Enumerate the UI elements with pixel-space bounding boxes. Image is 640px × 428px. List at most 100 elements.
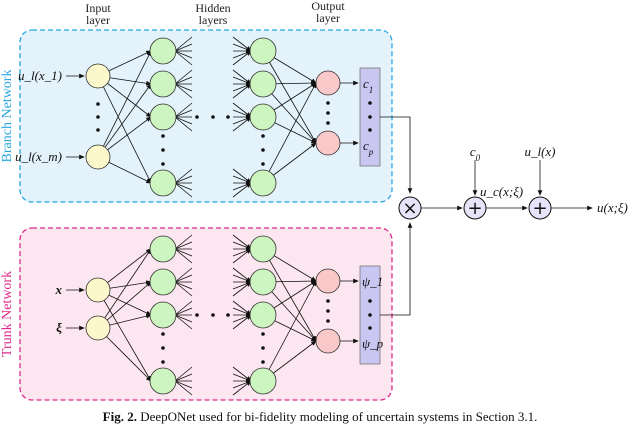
branch-output-first: c1 xyxy=(363,76,373,95)
connection xyxy=(174,241,193,250)
ellipsis-dot xyxy=(261,346,265,350)
header-output: Output xyxy=(311,0,345,13)
header-hidden-2: layers xyxy=(199,13,228,27)
ellipsis-dot xyxy=(368,101,372,105)
connection xyxy=(174,83,193,92)
ellipsis-dot xyxy=(96,128,100,132)
branch-output-last: cp xyxy=(363,138,374,157)
ellipsis-dot xyxy=(368,128,372,132)
trunk-title: Trunk Network xyxy=(0,271,15,357)
ellipsis-dot xyxy=(195,115,199,119)
connection xyxy=(174,116,193,125)
hidden-node xyxy=(149,235,177,263)
add-bias-node-symbol: + xyxy=(467,198,482,219)
connection xyxy=(232,182,252,198)
output-node xyxy=(315,268,341,294)
ellipsis-dot xyxy=(226,313,230,317)
hidden-node xyxy=(149,70,177,98)
ellipsis-dot xyxy=(161,162,165,166)
output-node xyxy=(315,130,341,156)
ellipsis-dot xyxy=(326,111,330,115)
hidden-node xyxy=(249,268,277,296)
connection xyxy=(174,248,193,264)
ellipsis-dot xyxy=(96,102,100,106)
ellipsis-dot xyxy=(211,115,215,119)
hidden-node xyxy=(249,301,277,329)
ellipsis-dot xyxy=(368,299,372,303)
connection xyxy=(232,248,252,264)
header-input: Input xyxy=(85,1,111,15)
connection xyxy=(174,281,193,290)
connection xyxy=(174,168,193,184)
header-output-2: layer xyxy=(316,11,340,25)
branch-input-label: u_l(x_m) xyxy=(15,149,62,164)
ellipsis-dot xyxy=(161,360,165,364)
connection xyxy=(262,248,317,342)
trunk-wire xyxy=(380,222,413,316)
connection xyxy=(262,50,317,144)
ellipsis-dot xyxy=(96,115,100,119)
connection xyxy=(262,82,317,184)
connection xyxy=(232,380,252,396)
branch-box xyxy=(19,29,393,203)
ellipsis-dot xyxy=(211,313,215,317)
connection xyxy=(232,281,252,297)
connection xyxy=(174,36,193,52)
ellipsis-dot xyxy=(326,101,330,105)
trunk-input-label: ξ xyxy=(56,320,62,335)
ellipsis-dot xyxy=(368,326,372,330)
ellipsis-dot xyxy=(261,332,265,336)
connection xyxy=(174,380,193,396)
hidden-node xyxy=(149,103,177,131)
trunk-input-label: x xyxy=(55,282,63,297)
trunk-box xyxy=(19,227,393,401)
hidden-node xyxy=(249,367,277,395)
ellipsis-dot xyxy=(261,360,265,364)
header-hidden: Hidden xyxy=(195,1,230,15)
hidden-node xyxy=(249,169,277,197)
branch-input-label: u_l(x_1) xyxy=(18,68,62,83)
connection xyxy=(174,83,193,99)
connection xyxy=(97,75,152,184)
connection xyxy=(174,373,193,382)
connection xyxy=(97,248,152,329)
connection xyxy=(174,248,193,257)
connection xyxy=(174,366,193,382)
multiply-node-symbol: × xyxy=(402,198,417,219)
connection xyxy=(232,50,252,66)
connection xyxy=(174,102,193,118)
connection xyxy=(174,109,193,118)
caption-label: Fig. 2. xyxy=(103,409,137,424)
hidden-node xyxy=(249,103,277,131)
connection xyxy=(232,116,252,132)
trunk-output-last: ψ_p xyxy=(362,336,384,351)
hidden-node xyxy=(249,37,277,65)
caption-text: DeepONet used for bi-fidelity modeling o… xyxy=(137,409,537,424)
connection xyxy=(174,50,193,59)
ellipsis-dot xyxy=(261,162,265,166)
hidden-node xyxy=(149,367,177,395)
connection xyxy=(174,307,193,316)
connection xyxy=(174,175,193,184)
low-fidelity-label: u_l(x) xyxy=(524,144,555,159)
connection xyxy=(174,69,193,85)
caption: Fig. 2. DeepONet used for bi-fidelity mo… xyxy=(103,409,538,424)
input-node xyxy=(85,63,111,89)
connection xyxy=(232,83,252,99)
connection xyxy=(174,314,193,323)
ellipsis-dot xyxy=(161,134,165,138)
trunk-output-first: ψ_1 xyxy=(362,274,383,289)
header-input-2: layer xyxy=(86,13,110,27)
branch-title: Branch Network xyxy=(0,70,15,163)
connection xyxy=(174,116,193,132)
headers: Input layer Hidden layers Output layer xyxy=(85,0,345,27)
connection xyxy=(97,50,152,158)
connection xyxy=(174,50,193,66)
connection xyxy=(174,182,193,198)
ellipsis-dot xyxy=(161,346,165,350)
connection xyxy=(174,300,193,316)
ellipsis-dot xyxy=(368,313,372,317)
ellipsis-dot xyxy=(326,319,330,323)
connection xyxy=(97,327,152,382)
